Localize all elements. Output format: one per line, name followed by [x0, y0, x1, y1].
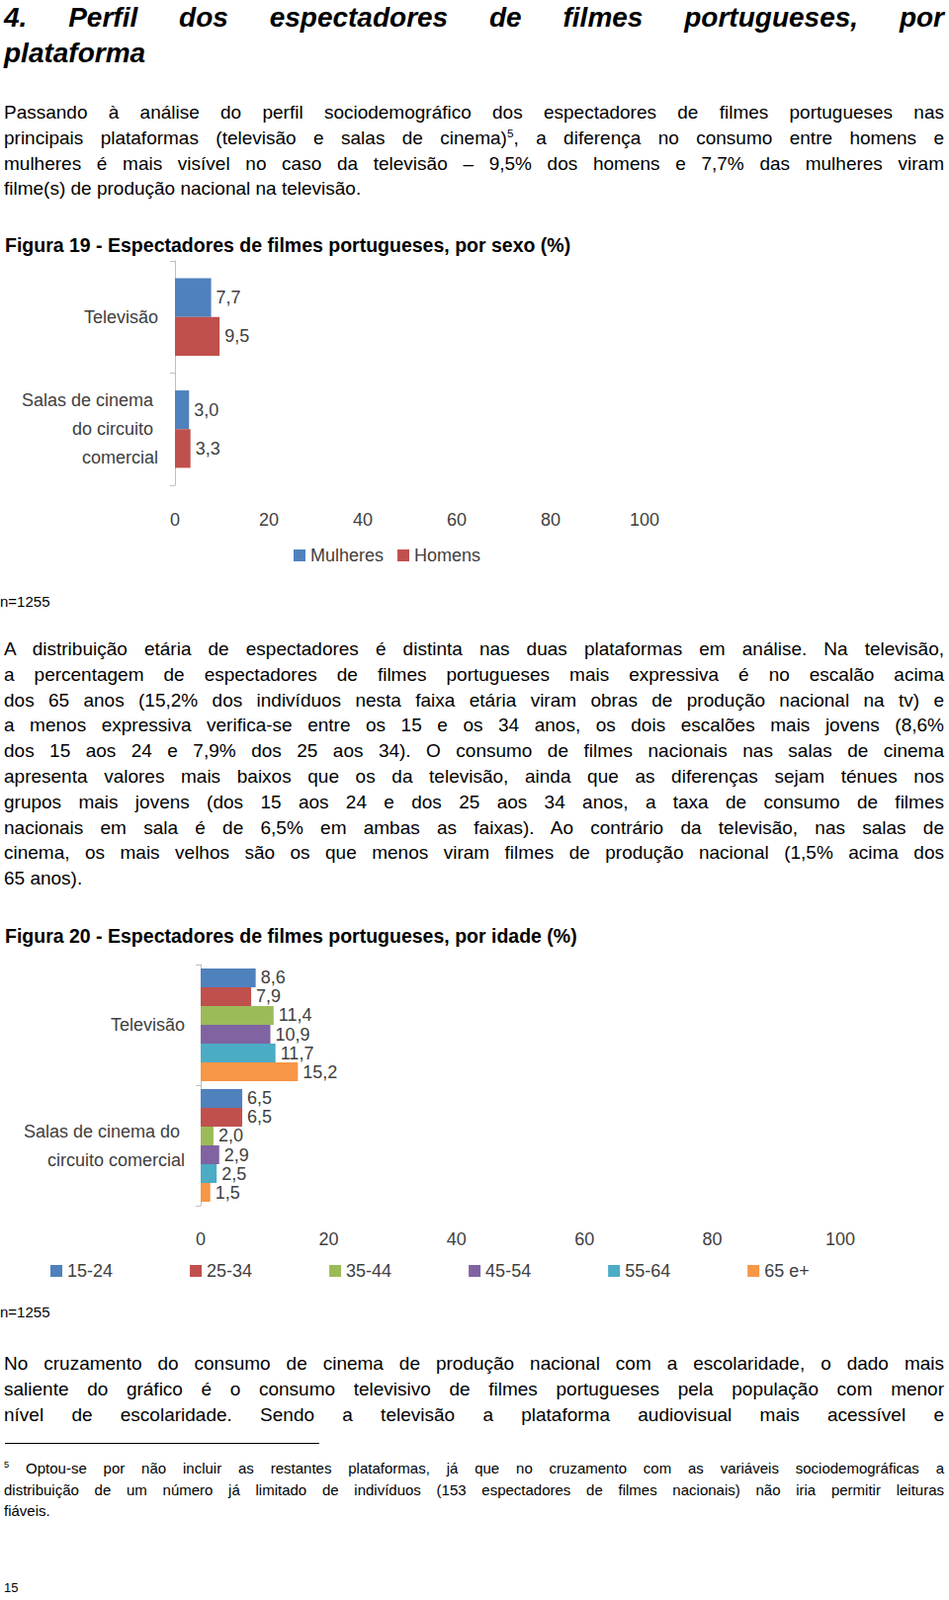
- svg-text:9,5: 9,5: [224, 326, 250, 346]
- html-text:a menos expressiva verifica-se: a menos expressiva verifica-se entre os …: [3, 715, 945, 736]
- svg-text:Televisão: Televisão: [84, 307, 159, 328]
- html-text:No cruzamento do consumo de ci: No cruzamento do consumo de cinema de pr…: [3, 1353, 945, 1375]
- svg-text:7,7: 7,7: [216, 287, 242, 308]
- svg-text:6,5: 6,5: [247, 1107, 272, 1127]
- html-text:mulheres é mais visível no cas: mulheres é mais visível no caso da telev…: [3, 152, 945, 174]
- svg-text:10,9: 10,9: [275, 1025, 311, 1045]
- html-text:principais plataformas (televi: principais plataformas (televisão e sala…: [3, 126, 945, 149]
- svg-text:40: 40: [446, 1229, 467, 1250]
- svg-text:3,0: 3,0: [193, 400, 219, 421]
- svg-text:Figura 19 - Espectadores de fi: Figura 19 - Espectadores de filmes portu…: [4, 234, 571, 257]
- html-text:15: 15: [3, 1580, 19, 1596]
- svg-text:20: 20: [258, 510, 279, 530]
- svg-text:100: 100: [825, 1229, 856, 1250]
- html-text:cinema, os mais velhos são os: cinema, os mais velhos são os que menos …: [3, 842, 945, 864]
- svg-text:20: 20: [318, 1229, 339, 1250]
- html-text:A distribuição etária de espec: A distribuição etária de espectadores é …: [3, 638, 945, 660]
- svg-text:100: 100: [629, 510, 660, 530]
- html-text:65 anos).: 65 anos).: [3, 868, 83, 889]
- svg-text:1,5: 1,5: [215, 1183, 241, 1204]
- html-text:grupos mais jovens (dos 15 aos: grupos mais jovens (dos 15 aos 24 e dos …: [3, 791, 945, 813]
- svg-text:80: 80: [702, 1229, 723, 1250]
- svg-text:0: 0: [195, 1229, 206, 1250]
- html-text:dos 65 anos (15,2% dos indivíd: dos 65 anos (15,2% dos indivíduos nesta …: [3, 689, 945, 711]
- svg-text:55-64: 55-64: [624, 1261, 671, 1282]
- svg-text:6,5: 6,5: [247, 1088, 272, 1109]
- svg-text:do circuito: do circuito: [72, 419, 159, 439]
- svg-text:11,7: 11,7: [280, 1043, 315, 1064]
- html-text:plataforma: plataforma: [3, 37, 146, 69]
- svg-text:2,5: 2,5: [221, 1164, 247, 1185]
- svg-text:60: 60: [574, 1229, 595, 1250]
- html-text:saliente do gráfico é o consum: saliente do gráfico é o consumo televisi…: [3, 1378, 945, 1400]
- svg-text:2,0: 2,0: [218, 1125, 244, 1146]
- html-text:5: 5: [3, 1460, 10, 1470]
- html-text:dos 15 aos 24 e 7,9% dos 25 ao: dos 15 aos 24 e 7,9% dos 25 aos 34). O c…: [3, 740, 945, 762]
- html-text:nacionais em sala é de 6,5% em: nacionais em sala é de 6,5% em ambas as …: [3, 817, 945, 838]
- svg-text:15,2: 15,2: [302, 1062, 338, 1083]
- svg-text:40: 40: [352, 510, 373, 530]
- svg-text:n=1255: n=1255: [0, 593, 50, 610]
- svg-text:Homens: Homens: [414, 545, 481, 566]
- svg-text:3,3: 3,3: [195, 438, 221, 459]
- html-text:distribuição de um número já l: distribuição de um número já limitado de…: [3, 1481, 945, 1499]
- html-text:a percentagem de espectadores: a percentagem de espectadores de filmes …: [3, 664, 945, 685]
- svg-text:8,6: 8,6: [260, 967, 286, 988]
- svg-text:0: 0: [170, 510, 180, 530]
- html-text:fiáveis.: fiáveis.: [3, 1502, 51, 1520]
- svg-text:25-34: 25-34: [206, 1261, 253, 1282]
- html-text:filme(s) de produção nacional: filme(s) de produção nacional na televis…: [3, 178, 362, 200]
- svg-text:11,4: 11,4: [278, 1005, 313, 1026]
- html-text:nível de escolaridade. Sendo a: nível de escolaridade. Sendo a televisão…: [3, 1404, 945, 1426]
- svg-text:Televisão: Televisão: [110, 1015, 185, 1036]
- svg-text:Figura 20 - Espectadores de fi: Figura 20 - Espectadores de filmes portu…: [4, 925, 578, 948]
- svg-text:Mulheres: Mulheres: [310, 545, 384, 566]
- svg-text:60: 60: [446, 510, 467, 530]
- html-text:Optou-se por não incluir as re: Optou-se por não incluir as restantes pl…: [25, 1460, 945, 1477]
- html-text:Passando à análise do perfil s: Passando à análise do perfil sociodemogr…: [3, 101, 945, 123]
- svg-text:45-54: 45-54: [485, 1261, 531, 1282]
- html-text:apresenta valores mais baixos: apresenta valores mais baixos que os da …: [3, 766, 945, 787]
- svg-text:comercial: comercial: [82, 447, 159, 468]
- svg-text:15-24: 15-24: [67, 1261, 113, 1282]
- svg-text:35-44: 35-44: [345, 1261, 392, 1282]
- svg-text:Salas de cinema do: Salas de cinema do: [23, 1121, 185, 1142]
- html-text:4. Perfil dos espectadores de: 4. Perfil dos espectadores de filmes por…: [3, 1, 945, 33]
- svg-text:80: 80: [540, 510, 561, 530]
- svg-text:2,9: 2,9: [224, 1145, 250, 1166]
- svg-text:n=1255: n=1255: [0, 1303, 50, 1321]
- svg-text:circuito comercial: circuito comercial: [47, 1150, 185, 1171]
- svg-text:7,9: 7,9: [256, 986, 281, 1007]
- svg-text:65 e+: 65 e+: [764, 1261, 810, 1282]
- svg-text:Salas de cinema: Salas de cinema: [21, 390, 159, 411]
